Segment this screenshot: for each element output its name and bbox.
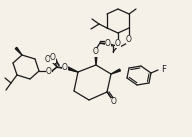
Text: O: O: [93, 48, 99, 56]
Text: O: O: [111, 98, 117, 106]
Text: O: O: [115, 38, 121, 48]
Polygon shape: [95, 55, 97, 65]
Text: O: O: [126, 35, 132, 44]
Text: O: O: [50, 54, 56, 62]
Text: F: F: [161, 65, 166, 73]
Text: O: O: [45, 55, 51, 64]
Polygon shape: [111, 69, 120, 74]
Polygon shape: [15, 47, 22, 55]
Text: O: O: [62, 62, 68, 72]
Text: O: O: [46, 66, 52, 75]
Polygon shape: [68, 67, 78, 72]
Text: O: O: [105, 38, 111, 48]
